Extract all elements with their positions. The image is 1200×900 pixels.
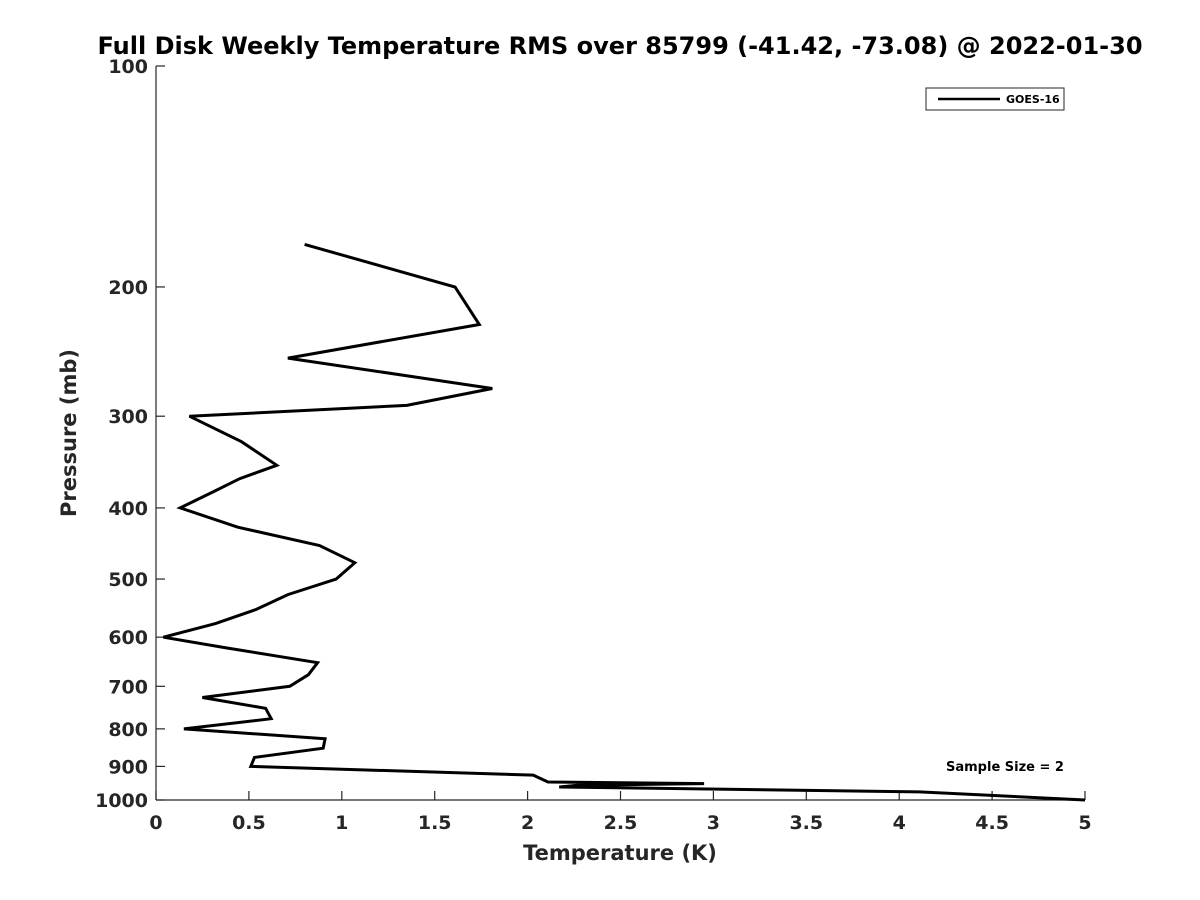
x-tick-label: 1: [335, 812, 348, 834]
x-axis-ticks: 0 0.5 1 1.5 2 2.5 3 3.5 4 4.5 5: [149, 791, 1092, 834]
y-tick-label: 200: [108, 277, 148, 299]
y-tick-label: 1000: [95, 790, 148, 812]
y-tick-label: 100: [108, 56, 148, 78]
x-axis-label: Temperature (K): [523, 841, 717, 865]
y-tick-label: 700: [108, 676, 148, 698]
y-tick-label: 600: [108, 627, 148, 649]
legend-label: GOES-16: [1006, 93, 1060, 106]
y-tick-label: 900: [108, 756, 148, 778]
x-tick-label: 5: [1078, 812, 1091, 834]
chart-title: Full Disk Weekly Temperature RMS over 85…: [97, 32, 1142, 60]
y-tick-label: 300: [108, 406, 148, 428]
legend: GOES-16: [925, 87, 1065, 111]
x-tick-label: 2: [521, 812, 534, 834]
plot-area: [155, 66, 1085, 801]
x-tick-label: 4.5: [975, 812, 1009, 834]
x-tick-label: 3.5: [789, 812, 823, 834]
x-tick-label: 1.5: [418, 812, 452, 834]
series-layer: [163, 242, 1086, 802]
y-tick-label: 800: [108, 719, 148, 741]
x-tick-label: 4: [893, 812, 906, 834]
sample-size-annotation: Sample Size = 2: [946, 760, 1064, 775]
x-tick-label: 2.5: [604, 812, 638, 834]
y-axis-ticks: 100 200 300 400 500 600 700 800 900 1000: [95, 56, 165, 812]
y-tick-label: 500: [108, 569, 148, 591]
x-tick-label: 0.5: [232, 812, 266, 834]
y-tick-label: 400: [108, 498, 148, 520]
x-tick-label: 0: [149, 812, 162, 834]
series-line-goes-16: [163, 242, 1086, 802]
x-tick-label: 3: [707, 812, 720, 834]
y-axis-label: Pressure (mb): [57, 349, 81, 517]
